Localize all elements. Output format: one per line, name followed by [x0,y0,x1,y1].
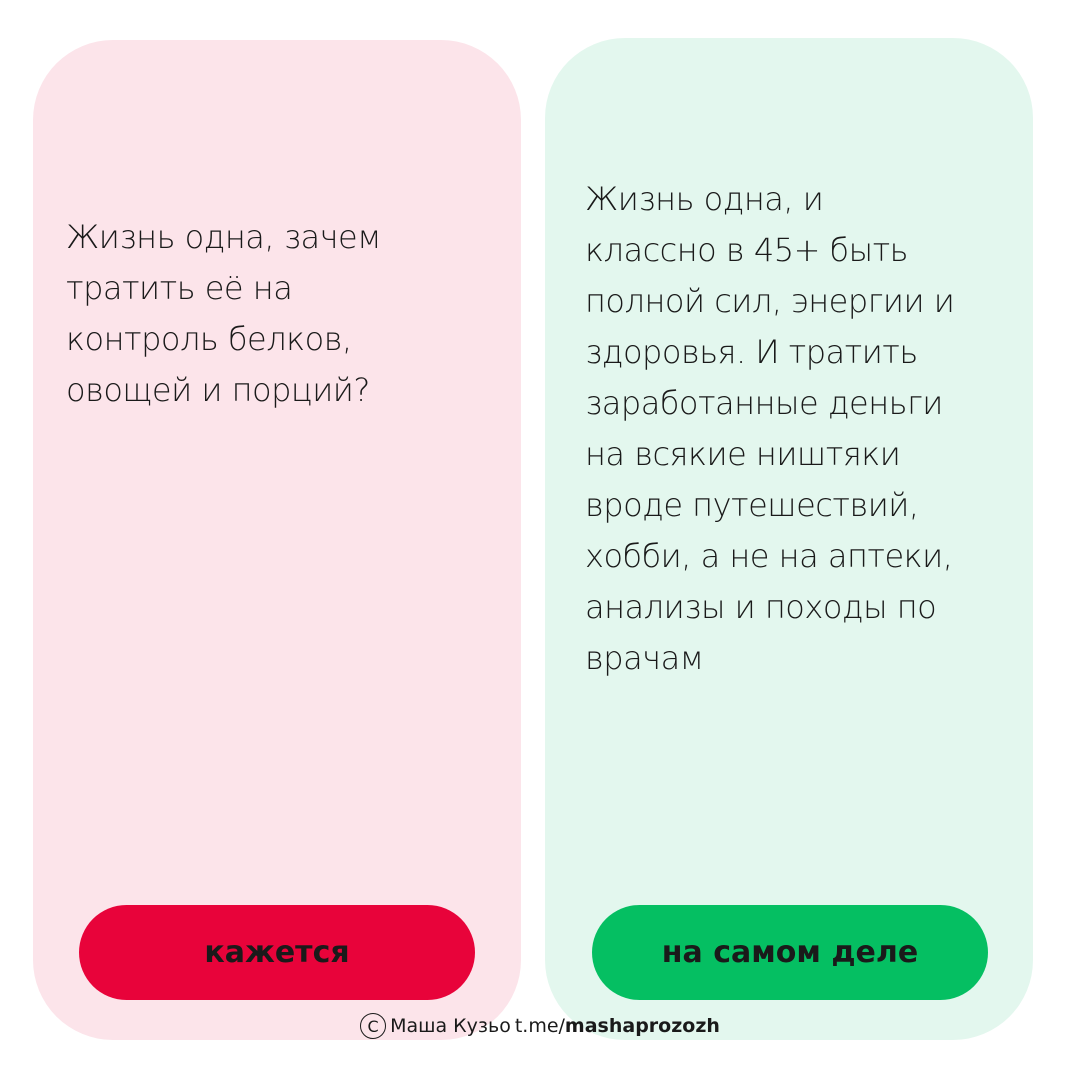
text-line: хобби, а не на аптеки, [585,537,953,575]
text-line: на всякие ништяки [585,435,901,473]
text-line: анализы и походы по [585,588,937,626]
text-line: овощей и порций? [66,371,370,409]
left-card-text: Жизнь одна, зачем тратить её на контроль… [66,212,381,416]
seems-button[interactable]: кажется [79,905,475,1000]
right-card-text: Жизнь одна, и классно в 45+ быть полной … [585,174,955,684]
left-card: Жизнь одна, зачем тратить её на контроль… [33,40,521,1040]
author-name: Маша Кузьо [390,1015,511,1037]
text-line: Жизнь одна, зачем [66,218,381,256]
link-handle: mashaprozozh [564,1015,720,1037]
text-line: Жизнь одна, и [585,180,824,218]
text-line: контроль белков, [66,320,352,358]
actually-button[interactable]: на самом деле [592,905,988,1000]
text-line: заработанные деньги [585,384,943,422]
link-prefix: t.me/ [514,1015,565,1037]
telegram-link[interactable]: t.me/mashaprozozh [515,1015,720,1037]
text-line: врачам [585,639,704,677]
text-line: тратить её на [66,269,293,307]
text-line: здоровья. И тратить [585,333,918,371]
text-line: классно в 45+ быть [585,231,909,269]
text-line: полной сил, энергии и [585,282,955,320]
copyright-icon: C [360,1013,387,1039]
right-card: Жизнь одна, и классно в 45+ быть полной … [545,38,1033,1040]
text-line: вроде путешествий, [585,486,919,524]
footer-credit: C Маша Кузьо t.me/mashaprozozh [0,1013,1080,1039]
